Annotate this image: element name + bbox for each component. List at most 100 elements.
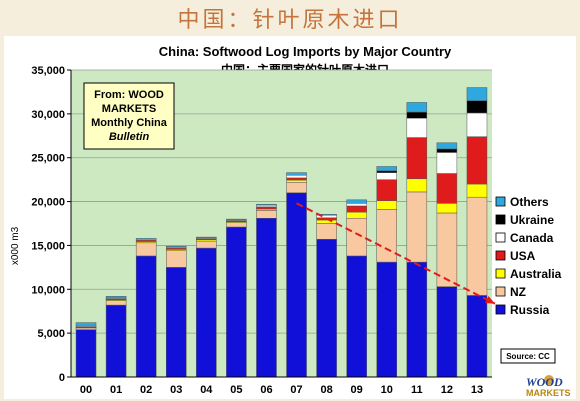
logo-line-2: MARKETS bbox=[526, 388, 571, 398]
x-tick-label: 12 bbox=[441, 384, 453, 396]
bar-russia-03 bbox=[166, 267, 187, 378]
bar-russia-09 bbox=[346, 255, 367, 378]
annotation-box: From: WOOD MARKETS Monthly China Bulleti… bbox=[83, 82, 175, 150]
annotation-line-4: Bulletin bbox=[109, 131, 150, 143]
legend-label-others: Others bbox=[510, 195, 549, 209]
bar-nz-10 bbox=[376, 209, 397, 263]
legend-swatch-usa bbox=[495, 250, 506, 261]
y-axis-label: x000 m3 bbox=[10, 226, 21, 265]
bar-russia-00 bbox=[75, 329, 97, 378]
bar-others-07 bbox=[286, 172, 307, 176]
chart: China: Softwood Log Imports by Major Cou… bbox=[10, 44, 571, 398]
source-background bbox=[500, 348, 556, 364]
bar-canada-07 bbox=[286, 175, 307, 179]
y-tick-label: 10,000 bbox=[31, 284, 65, 296]
bar-nz-08 bbox=[316, 223, 337, 240]
chart-panel: China: Softwood Log Imports by Major Cou… bbox=[4, 36, 576, 399]
legend-swatch-nz bbox=[495, 286, 506, 297]
bar-others-06 bbox=[256, 203, 277, 206]
bar-russia-10 bbox=[376, 261, 397, 378]
trend-line bbox=[296, 202, 496, 305]
bar-others-01 bbox=[105, 296, 127, 299]
bar-australia-11 bbox=[406, 178, 428, 193]
x-tick-label: 07 bbox=[290, 384, 302, 396]
x-tick-label: 08 bbox=[320, 384, 332, 396]
legend-swatch-ukraine bbox=[495, 214, 506, 225]
y-tick-label: 35,000 bbox=[31, 65, 65, 77]
axes: 0 5,000 10,000 15,000 20,000 25,000 30,000 35,0… bbox=[31, 65, 492, 396]
bar-canada-06 bbox=[256, 204, 277, 208]
bar-nz-09 bbox=[346, 217, 367, 257]
bar-russia-01 bbox=[105, 304, 127, 378]
bar-nz-11 bbox=[406, 191, 428, 263]
bar-others-02 bbox=[135, 238, 157, 240]
y-tick-label: 5,000 bbox=[37, 328, 65, 340]
bar-others-05 bbox=[226, 218, 247, 221]
bar-russia-04 bbox=[196, 247, 217, 378]
x-tick-label: 01 bbox=[110, 384, 122, 396]
wood-markets-logo: WOOD MARKETS bbox=[526, 375, 571, 398]
bar-nz-13 bbox=[466, 196, 488, 296]
legend-label-nz: NZ bbox=[510, 285, 526, 299]
chart-title: China: Softwood Log Imports by Major Cou… bbox=[159, 44, 452, 59]
bar-nz-07 bbox=[286, 182, 307, 194]
bar-canada-10 bbox=[376, 172, 397, 180]
bar-canada-12 bbox=[436, 152, 458, 174]
bar-others-00 bbox=[75, 322, 97, 327]
bar-ukraine-12 bbox=[436, 148, 458, 153]
x-tick-label: 11 bbox=[411, 384, 423, 396]
y-tick-label: 0 bbox=[59, 372, 65, 384]
bar-others-11 bbox=[406, 102, 428, 113]
bar-ukraine-11 bbox=[406, 111, 428, 119]
legend: Others Ukraine Canada USA Australia NZ Russia bbox=[495, 195, 562, 317]
bar-canada-09 bbox=[346, 203, 367, 207]
annotation-line-2: MARKETS bbox=[102, 103, 156, 115]
y-tick-label: 25,000 bbox=[31, 153, 65, 165]
annotation-line-1: From: WOOD bbox=[94, 89, 164, 101]
legend-label-ukraine: Ukraine bbox=[510, 213, 554, 227]
bar-australia-07 bbox=[286, 179, 307, 183]
bar-nz-04 bbox=[196, 240, 217, 249]
bar-usa-10 bbox=[376, 179, 397, 201]
bar-others-03 bbox=[166, 246, 187, 248]
bars bbox=[75, 87, 496, 378]
bar-usa-12 bbox=[436, 173, 458, 204]
x-tick-label: 13 bbox=[471, 384, 483, 396]
x-tick-label: 03 bbox=[170, 384, 182, 396]
y-tick-label: 30,000 bbox=[31, 109, 65, 121]
bar-australia-09 bbox=[346, 211, 367, 219]
slide-title: 中国：针叶原木进口 bbox=[177, 8, 403, 33]
source-box: Source: CC bbox=[500, 348, 556, 364]
bar-nz-03 bbox=[166, 250, 187, 268]
bar-nz-06 bbox=[256, 210, 277, 219]
bar-australia-12 bbox=[436, 203, 458, 214]
bar-others-13 bbox=[466, 87, 488, 101]
bar-canada-11 bbox=[406, 117, 428, 138]
bar-usa-13 bbox=[466, 136, 488, 185]
bar-usa-09 bbox=[346, 205, 367, 213]
bar-russia-12 bbox=[436, 286, 458, 378]
legend-swatch-others bbox=[495, 196, 506, 207]
bar-others-04 bbox=[196, 236, 217, 239]
bar-australia-10 bbox=[376, 200, 397, 210]
bar-russia-02 bbox=[135, 255, 157, 378]
bar-russia-08 bbox=[316, 239, 337, 378]
bar-australia-13 bbox=[466, 183, 488, 198]
bar-others-12 bbox=[436, 142, 458, 150]
bar-others-09 bbox=[346, 199, 367, 204]
bar-russia-06 bbox=[256, 217, 277, 378]
bar-canada-13 bbox=[466, 112, 488, 137]
bar-ukraine-13 bbox=[466, 100, 488, 114]
bar-nz-01 bbox=[105, 300, 127, 306]
bar-usa-11 bbox=[406, 137, 428, 180]
bar-others-08 bbox=[316, 214, 337, 216]
annotation-background bbox=[83, 82, 175, 150]
legend-label-usa: USA bbox=[510, 249, 536, 263]
legend-label-australia: Australia bbox=[510, 267, 562, 281]
bar-australia-08 bbox=[316, 219, 337, 224]
x-tick-label: 02 bbox=[140, 384, 152, 396]
bar-russia-07 bbox=[286, 192, 307, 378]
logo-mark-icon bbox=[544, 375, 554, 385]
legend-label-russia: Russia bbox=[510, 303, 550, 317]
bar-russia-05 bbox=[226, 226, 247, 378]
